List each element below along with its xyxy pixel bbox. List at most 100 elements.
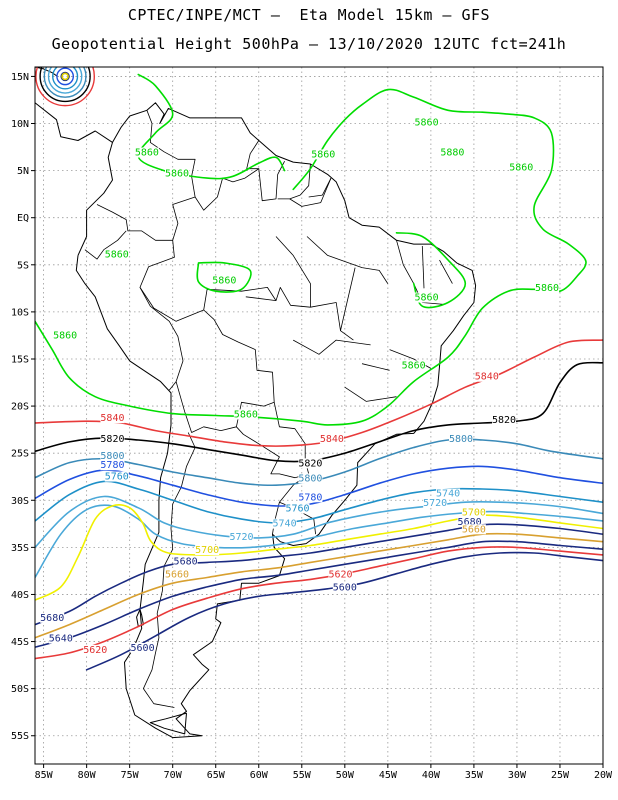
- low-center-ring: [35, 67, 96, 107]
- contour-label-bg: [233, 409, 258, 420]
- contour-5680: [35, 523, 603, 626]
- country-border: [439, 259, 453, 284]
- contour-label-bg: [165, 168, 189, 179]
- contour-label: 5780: [298, 492, 322, 503]
- contour-label-bg: [449, 433, 473, 444]
- coastline: [149, 712, 187, 735]
- country-border: [293, 339, 371, 355]
- contour-label-bg: [83, 644, 108, 655]
- contour-label-bg: [492, 415, 517, 426]
- low-center-core: [61, 72, 69, 81]
- country-border: [306, 236, 389, 284]
- contour-label: 5700: [195, 545, 219, 556]
- country-border: [258, 161, 285, 202]
- contour-5740: [35, 495, 603, 549]
- contour-label: 5660: [462, 524, 486, 535]
- lat-tick-label: 20S: [11, 402, 29, 413]
- contour-label-bg: [401, 360, 426, 371]
- lon-tick-label: 40W: [422, 770, 441, 781]
- contour-label: 5860: [509, 163, 533, 174]
- lon-tick-label: 80W: [78, 770, 97, 781]
- contour-5820: [35, 361, 603, 463]
- low-center-ring: [39, 67, 91, 103]
- contour-label-bg: [461, 507, 486, 518]
- contour-5860: [35, 88, 587, 426]
- header-title-line-1: CPTEC/INPE/MCT – Eta Model 15km – GFS: [127, 6, 491, 24]
- contour-label: 5840: [100, 413, 124, 424]
- contour-label: 5880: [440, 148, 464, 159]
- contour-label: 5860: [165, 168, 189, 179]
- low-center-ring: [43, 67, 87, 98]
- map-frame: [34, 66, 604, 765]
- lon-tick-label: 55W: [293, 770, 312, 781]
- low-center-ring: [52, 67, 79, 90]
- country-border: [203, 287, 277, 311]
- country-border: [344, 386, 397, 402]
- country-border: [308, 177, 332, 198]
- contour-5620: [35, 546, 603, 660]
- contour-label-bg: [298, 458, 323, 469]
- lon-tick-label: 35W: [465, 770, 484, 781]
- lon-tick-label: 60W: [250, 770, 269, 781]
- contour-label-bg: [328, 569, 353, 580]
- lon-tick-label: 85W: [35, 770, 54, 781]
- contour-label: 5740: [436, 489, 460, 500]
- contour-label-bg: [104, 249, 129, 260]
- lat-tick-label: 55S: [11, 731, 29, 742]
- contour-label: 5860: [105, 249, 129, 260]
- country-border: [84, 230, 127, 260]
- contour-label-bg: [414, 292, 439, 303]
- lon-tick-label: 75W: [121, 770, 140, 781]
- contour-label: 5800: [298, 473, 322, 484]
- lon-tick-label: 50W: [336, 770, 355, 781]
- contour-label-bg: [165, 569, 189, 580]
- contour-label-bg: [100, 460, 125, 471]
- contour-label: 5860: [212, 276, 236, 287]
- contour-label-bg: [332, 582, 357, 593]
- contour-label-bg: [130, 642, 155, 653]
- country-border: [421, 245, 425, 289]
- country-border: [340, 267, 356, 331]
- contour-label-bg: [414, 117, 439, 128]
- coastline: [35, 102, 113, 256]
- contour-label: 5820: [492, 415, 516, 426]
- lat-tick-label: 45S: [11, 637, 29, 648]
- contour-label-bg: [311, 149, 336, 160]
- country-border: [96, 204, 184, 391]
- contour-label: 5680: [458, 517, 482, 528]
- contour-label: 5740: [273, 519, 297, 530]
- contour-label: 5860: [415, 117, 439, 128]
- contour-label-bg: [272, 518, 297, 529]
- lon-tick-label: 70W: [164, 770, 183, 781]
- contour-label-bg: [195, 545, 220, 556]
- contour-label-bg: [535, 283, 560, 294]
- contour-label-bg: [457, 516, 482, 527]
- contour-label: 5720: [229, 532, 253, 543]
- contour-5860: [395, 232, 467, 309]
- country-border: [277, 163, 311, 200]
- lat-tick-label: 40S: [11, 590, 29, 601]
- lon-tick-label: 65W: [207, 770, 226, 781]
- contour-label: 5800: [449, 434, 473, 445]
- coastline: [35, 67, 58, 77]
- contour-label-bg: [298, 492, 323, 503]
- contour-5840: [35, 339, 603, 447]
- country-border: [245, 287, 354, 341]
- lon-tick-label: 45W: [379, 770, 398, 781]
- contour-label: 5680: [40, 613, 64, 624]
- contour-label: 5820: [298, 458, 322, 469]
- contour-label-bg: [285, 503, 310, 514]
- contour-label-bg: [298, 473, 323, 484]
- contour-label-bg: [436, 488, 461, 499]
- low-center-ring: [60, 71, 70, 82]
- lat-tick-label: 5N: [17, 166, 29, 177]
- contour-label-bg: [173, 556, 198, 567]
- contour-label: 5700: [462, 507, 486, 518]
- contour-label-bg: [48, 633, 73, 644]
- contour-5860: [196, 261, 252, 293]
- lat-tick-label: 15S: [11, 354, 29, 365]
- contour-label-bg: [100, 433, 125, 444]
- axis-ticks: 85W 80W 75W 70W 65W 60W 55W 50W 45W 40W 35W 30W 25W 2…: [11, 72, 613, 781]
- contour-label: 5720: [423, 498, 447, 509]
